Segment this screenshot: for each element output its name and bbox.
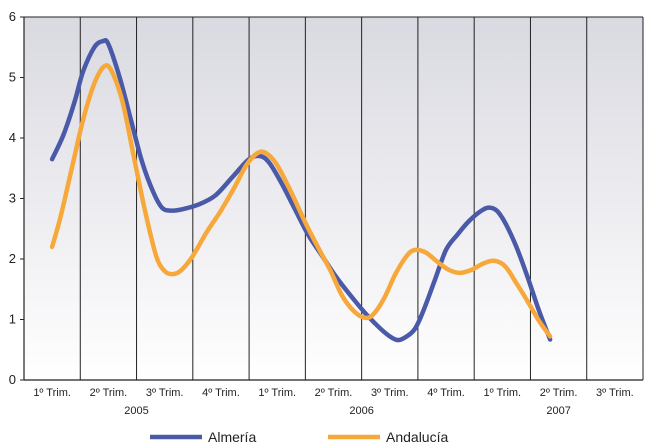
- y-axis-ticks: 0 1 2 3 4 5 6: [9, 9, 24, 387]
- y-tick-label: 1: [9, 312, 16, 327]
- x-tick-label: 2º Trim.: [540, 387, 578, 399]
- x-tick-label: 3º Trim.: [371, 387, 409, 399]
- y-tick-label: 2: [9, 251, 16, 266]
- x-tick-label: 1º Trim.: [483, 387, 521, 399]
- year-labels: 2005 2006 2007: [124, 405, 571, 417]
- year-label: 2006: [349, 405, 373, 417]
- x-tick-label: 3º Trim.: [596, 387, 634, 399]
- x-tick-label: 1º Trim.: [258, 387, 296, 399]
- series-line-1: [49, 63, 553, 339]
- series-line-0: [49, 38, 553, 343]
- x-tick-label: 4º Trim.: [202, 387, 240, 399]
- x-tick-label: 2º Trim.: [315, 387, 353, 399]
- y-tick-label: 4: [9, 130, 16, 145]
- y-tick-label: 6: [9, 9, 16, 24]
- x-tick-label: 3º Trim.: [146, 387, 184, 399]
- legend-label: Almería: [208, 429, 256, 445]
- legend: Almería Andalucía: [150, 429, 448, 445]
- x-tick-label: 4º Trim.: [427, 387, 465, 399]
- series-lines: [49, 38, 553, 343]
- legend-label: Andalucía: [386, 429, 448, 445]
- y-tick-label: 0: [9, 372, 16, 387]
- x-tick-label: 2º Trim.: [90, 387, 128, 399]
- year-label: 2005: [124, 405, 148, 417]
- x-axis-ticks: 1º Trim. 2º Trim. 3º Trim. 4º Trim. 1º Trim.…: [33, 387, 633, 399]
- year-label: 2007: [546, 405, 570, 417]
- y-tick-label: 3: [9, 191, 16, 206]
- y-tick-label: 5: [9, 70, 16, 85]
- x-tick-label: 1º Trim.: [33, 387, 71, 399]
